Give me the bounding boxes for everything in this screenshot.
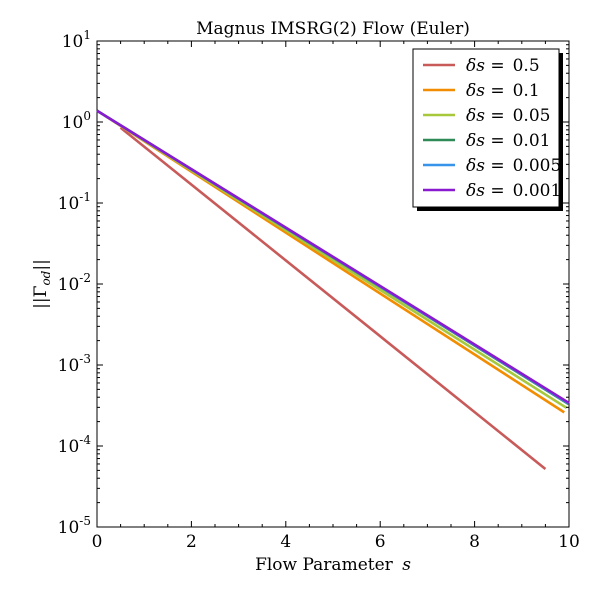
x-tick-label-2: 4: [280, 532, 291, 552]
y-tick-base: 10: [62, 113, 84, 133]
y-tick-base: 10: [58, 437, 80, 457]
legend-label-value: 0.001: [513, 181, 562, 201]
x-axis-label-text: Flow Parameter: [255, 555, 394, 575]
legend-label-prefix: δs =: [466, 56, 505, 76]
y-tick-base: 10: [58, 275, 80, 295]
x-axis-label-variable: s: [402, 555, 411, 575]
legend-label-value: 0.005: [513, 156, 562, 176]
y-axis-label-close: ||: [31, 259, 51, 270]
series-line-5: [96, 109, 570, 405]
chart-title: Magnus IMSRG(2) Flow (Euler): [196, 19, 470, 39]
x-axis-label: Flow Parameter s: [255, 555, 411, 575]
y-tick-exponent: -2: [79, 271, 91, 285]
series-line-0: [119, 126, 547, 471]
x-tick-label-5: 10: [558, 532, 580, 552]
y-tick-exponent: -3: [79, 352, 91, 366]
y-tick-exponent: 0: [83, 109, 91, 123]
legend-label-prefix: δs =: [466, 106, 505, 126]
legend-label-value: 0.1: [513, 81, 540, 101]
legend-label-4: δs = 0.005: [466, 156, 561, 176]
y-tick-label-0: 10-5: [58, 514, 91, 538]
legend-label-5: δs = 0.001: [466, 181, 561, 201]
y-tick-base: 10: [62, 32, 84, 52]
x-tick-label-1: 2: [186, 532, 197, 552]
legend-label-value: 0.01: [513, 131, 551, 151]
legend-label-value: 0.05: [513, 106, 551, 126]
y-tick-label-4: 10-1: [58, 190, 91, 214]
legend-label-value: 0.5: [513, 56, 540, 76]
series-layer: [96, 109, 570, 471]
y-tick-exponent: -5: [79, 514, 91, 528]
legend-label-prefix: δs =: [466, 156, 505, 176]
legend-box: [412, 48, 560, 208]
y-tick-exponent: -1: [79, 190, 91, 204]
y-tick-label-6: 101: [62, 28, 91, 52]
x-tick-label-3: 6: [375, 532, 386, 552]
y-tick-base: 10: [58, 194, 80, 214]
legend-label-2: δs = 0.05: [466, 106, 550, 126]
legend-label-3: δs = 0.01: [466, 131, 550, 151]
y-axis-label: ||Γod||: [31, 259, 53, 309]
y-tick-exponent: -4: [79, 433, 91, 447]
y-tick-label-1: 10-4: [58, 433, 92, 457]
y-tick-label-2: 10-3: [58, 352, 91, 376]
y-tick-base: 10: [58, 518, 80, 538]
x-tick-label-0: 0: [92, 532, 103, 552]
y-tick-exponent: 1: [83, 28, 91, 42]
x-tick-label-4: 8: [469, 532, 480, 552]
legend-label-1: δs = 0.1: [466, 81, 540, 101]
legend-label-0: δs = 0.5: [466, 56, 540, 76]
legend-label-prefix: δs =: [466, 181, 505, 201]
y-axis-label-subscript: od: [39, 270, 53, 285]
y-tick-base: 10: [58, 356, 80, 376]
y-tick-label-3: 10-2: [58, 271, 91, 295]
y-tick-label-5: 100: [62, 109, 91, 133]
legend-label-prefix: δs =: [466, 131, 505, 151]
legend-label-prefix: δs =: [466, 81, 505, 101]
